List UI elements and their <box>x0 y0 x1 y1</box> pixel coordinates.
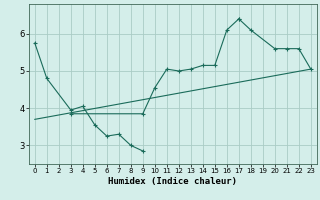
X-axis label: Humidex (Indice chaleur): Humidex (Indice chaleur) <box>108 177 237 186</box>
